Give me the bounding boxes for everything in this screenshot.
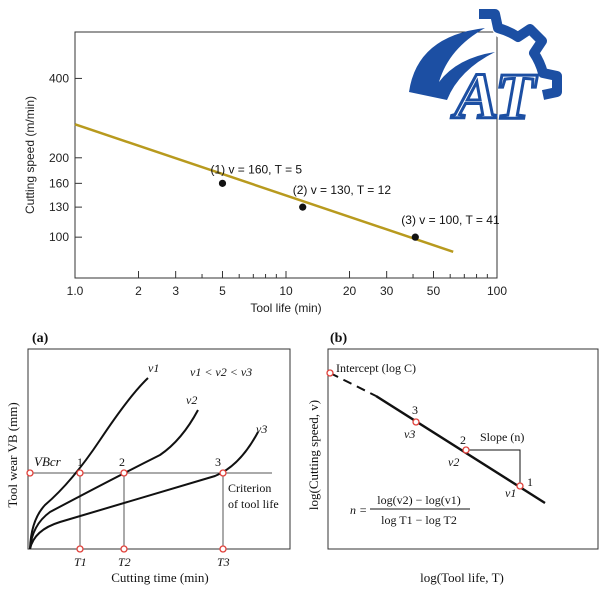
point-label-3: 3 [215, 455, 221, 469]
point-label-2: 2 [119, 455, 125, 469]
top-x-tick-label-1: 2 [135, 284, 142, 298]
panel-b: (b) Intercept (log C) Slope (n) 3 2 1 v3… [306, 331, 599, 585]
marker-point-2 [120, 469, 128, 477]
marker-vbcr [26, 469, 34, 477]
slope-label: Slope (n) [480, 430, 524, 444]
top-x-tick-label-2: 3 [172, 284, 179, 298]
logo-text: AT [451, 60, 538, 133]
speed-life-line [74, 123, 454, 253]
top-axis-ticks [74, 77, 498, 278]
b-marker-3 [412, 418, 420, 426]
slope-triangle [466, 449, 521, 486]
panel-a-x-axis-label: Cutting time (min) [111, 570, 209, 585]
x-label-t3: T3 [217, 555, 230, 569]
formula-numerator: log(v2) − log(v1) [377, 493, 460, 507]
criterion-label-line-2: of tool life [228, 497, 279, 511]
top-tick-labels: 1.0 2 3 5 10 20 30 50 100 100 130 160 200 400 [49, 71, 507, 298]
at-logo: AT [409, 9, 562, 135]
marker-t3 [219, 545, 227, 553]
curve-label-v2: v2 [186, 393, 197, 407]
wear-curve-v2 [29, 409, 199, 550]
panel-a-y-axis-label: Tool wear VB (mm) [5, 402, 20, 507]
b-marker-2 [462, 446, 470, 454]
top-x-tick-label-6: 30 [380, 284, 394, 298]
top-x-tick-label-7: 50 [427, 284, 441, 298]
top-point-label-1: (1) v = 160, T = 5 [210, 162, 302, 176]
point-label-1: 1 [77, 455, 83, 469]
wear-curve-v3 [29, 431, 259, 550]
top-point-2 [299, 203, 307, 211]
marker-point-3 [219, 469, 227, 477]
panel-b-y-axis-label: log(Cutting speed, v) [306, 400, 321, 510]
top-y-axis-label: Cutting speed (m/min) [23, 96, 37, 214]
gear-icon [479, 9, 562, 100]
top-x-axis-label: Tool life (min) [250, 301, 321, 315]
x-label-t1: T1 [74, 555, 87, 569]
top-point-label-3: (3) v = 100, T = 41 [401, 213, 500, 227]
top-chart: 1.0 2 3 5 10 20 30 50 100 100 130 160 200 400 (1) v =… [23, 31, 507, 315]
panel-a: (a) 1 2 3 VBcr v1 v2 v3 v1 < v2 < v3 Cri… [5, 331, 291, 585]
intercept-marker [326, 369, 334, 377]
panel-a-label: (a) [32, 331, 49, 346]
curve-label-v3: v3 [256, 422, 267, 436]
b-point-label-1: 1 [527, 475, 533, 489]
intercept-label: Intercept (log C) [336, 361, 416, 375]
b-marker-1 [516, 482, 524, 490]
marker-t1 [76, 545, 84, 553]
top-point-label-2: (2) v = 130, T = 12 [293, 183, 392, 197]
speed-order-legend: v1 < v2 < v3 [190, 365, 252, 379]
b-velocity-label-v3: v3 [404, 427, 415, 441]
top-y-tick-label-4: 400 [49, 71, 69, 85]
curve-label-v1: v1 [148, 361, 159, 375]
marker-point-1 [76, 469, 84, 477]
top-y-tick-label-1: 130 [49, 200, 69, 214]
top-x-tick-label-4: 10 [279, 284, 293, 298]
top-point-3 [411, 233, 419, 241]
top-point-1 [218, 179, 227, 187]
top-y-tick-label-0: 100 [49, 230, 69, 244]
formula-denominator: log T1 − log T2 [381, 513, 457, 527]
x-label-t2: T2 [118, 555, 131, 569]
panel-b-x-axis-label: log(Tool life, T) [420, 570, 504, 585]
criterion-label-line-1: Criterion [228, 481, 271, 495]
marker-t2 [120, 545, 128, 553]
top-x-tick-label-5: 20 [343, 284, 357, 298]
top-x-tick-label-8: 100 [487, 284, 507, 298]
logo-swoosh [409, 28, 495, 100]
panel-b-frame [327, 348, 599, 550]
b-point-label-3: 3 [412, 403, 418, 417]
top-x-tick-label-0: 1.0 [67, 284, 84, 298]
top-y-tick-label-2: 160 [49, 176, 69, 190]
b-point-label-2: 2 [460, 433, 466, 447]
extrapolation-dashed-line [329, 372, 377, 397]
formula-lhs: n = [350, 503, 367, 517]
top-data-points: (1) v = 160, T = 5 (2) v = 130, T = 12 (3)… [210, 162, 500, 241]
top-x-tick-label-3: 5 [219, 284, 226, 298]
top-y-tick-label-3: 200 [49, 151, 69, 165]
panel-a-frame [27, 348, 291, 550]
panel-b-label: (b) [330, 331, 347, 346]
vb-critical-label: VBcr [34, 454, 62, 469]
wear-curve-v1 [29, 377, 149, 550]
b-velocity-label-v1: v1 [505, 486, 516, 500]
b-velocity-label-v2: v2 [448, 455, 459, 469]
